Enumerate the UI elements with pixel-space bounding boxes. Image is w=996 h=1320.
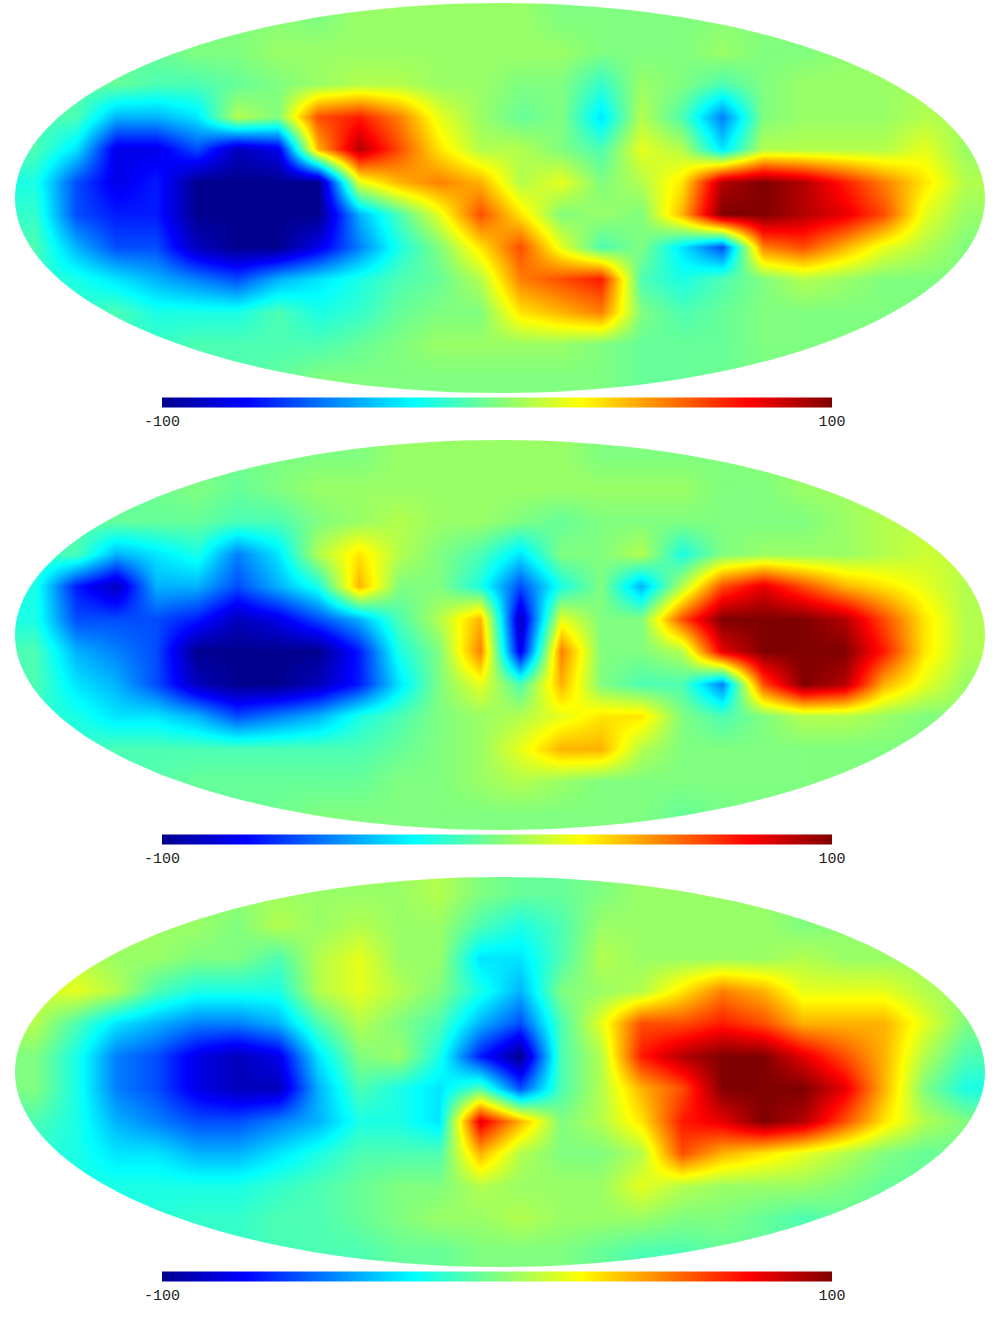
svg-text:-100: -100 [144, 1288, 180, 1305]
svg-text:100: 100 [818, 1288, 845, 1305]
svg-text:100: 100 [818, 414, 845, 431]
svg-text:-100: -100 [144, 851, 180, 868]
svg-text:100: 100 [818, 851, 845, 868]
svg-text:-100: -100 [144, 414, 180, 431]
